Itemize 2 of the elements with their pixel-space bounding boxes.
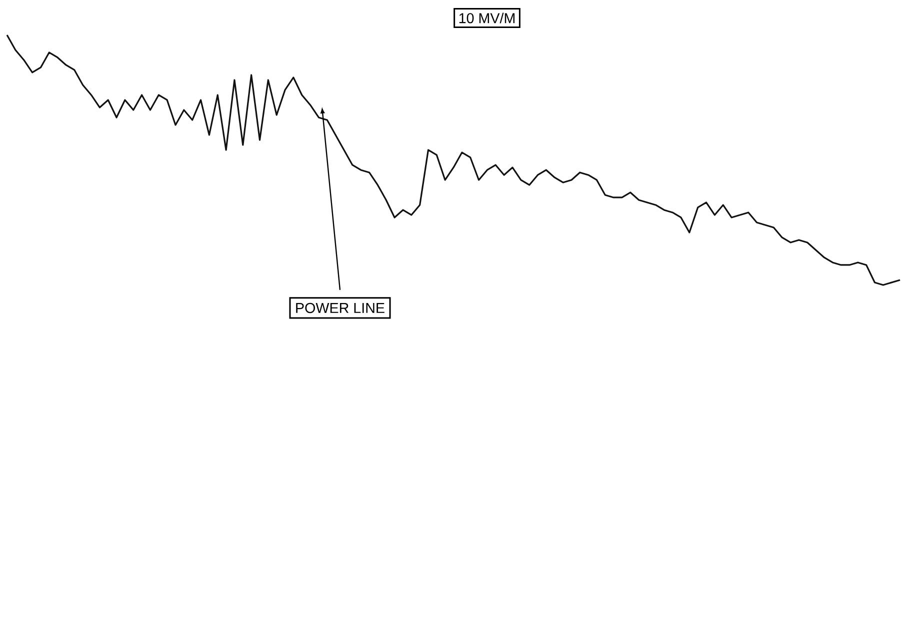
text: POWER LINE [296, 302, 384, 314]
text: 10 MV/M [459, 12, 515, 24]
